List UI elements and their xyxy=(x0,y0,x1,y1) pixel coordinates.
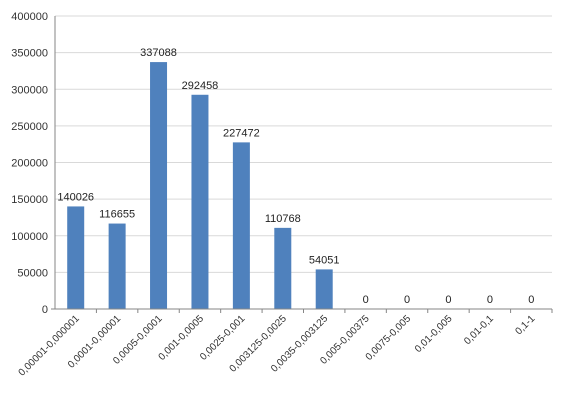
bar xyxy=(67,206,85,309)
data-label: 110768 xyxy=(265,213,301,225)
data-label: 0 xyxy=(487,294,493,306)
x-tick-label: 0,1-1 xyxy=(514,313,538,337)
y-tick-label: 100000 xyxy=(11,231,48,243)
data-labels: 140026 116655 337088 292458 227472 110768 5405… xyxy=(57,47,534,306)
bar xyxy=(191,94,209,310)
y-tick-label: 400000 xyxy=(11,11,48,23)
data-label: 140026 xyxy=(57,191,94,203)
bar xyxy=(274,227,292,309)
y-axis-ticks: 0 50000 100000 150000 200000 250000 300000 3500… xyxy=(11,11,48,316)
data-label: 0 xyxy=(528,294,534,306)
x-tick-label: 0,01-0,1 xyxy=(462,313,496,347)
y-tick-label: 350000 xyxy=(11,48,48,60)
bar xyxy=(108,223,126,309)
x-tick-label: 0,01-0,005 xyxy=(413,313,455,355)
y-tick-label: 50000 xyxy=(17,267,48,279)
y-tick-label: 250000 xyxy=(11,121,48,133)
data-label: 337088 xyxy=(140,47,177,59)
bar xyxy=(150,62,168,309)
y-tick-label: 300000 xyxy=(11,84,48,96)
data-label: 0 xyxy=(445,294,451,306)
gridlines xyxy=(54,15,552,309)
bars xyxy=(67,62,333,310)
y-tick-label: 200000 xyxy=(11,158,48,170)
x-tick-label: 0,0075-0,005 xyxy=(364,313,414,363)
data-label: 0 xyxy=(404,294,410,306)
data-label: 116655 xyxy=(99,209,135,221)
x-axis-categories: 0,00001-0,0000010,0001-0,000010,0005-0,0… xyxy=(17,309,553,379)
y-tick-label: 0 xyxy=(42,304,48,316)
bar xyxy=(315,269,333,309)
data-label: 292458 xyxy=(182,80,219,92)
data-label: 54051 xyxy=(309,254,340,266)
bar xyxy=(232,142,250,309)
y-tick-label: 150000 xyxy=(11,194,48,206)
data-label: 0 xyxy=(363,294,369,306)
data-label: 227472 xyxy=(223,127,260,139)
